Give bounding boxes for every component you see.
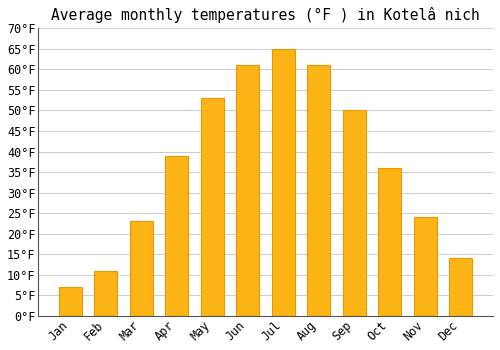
Bar [414, 217, 437, 316]
Bar [130, 222, 153, 316]
Bar [201, 98, 224, 316]
Title: Average monthly temperatures (°F ) in Kotelâ nich: Average monthly temperatures (°F ) in Ko… [52, 7, 480, 23]
Bar [166, 156, 188, 316]
Bar [236, 65, 260, 316]
Bar [343, 111, 366, 316]
Bar [59, 287, 82, 316]
Bar [94, 271, 118, 316]
Bar [378, 168, 402, 316]
Bar [450, 258, 472, 316]
Bar [308, 65, 330, 316]
Bar [272, 49, 295, 316]
